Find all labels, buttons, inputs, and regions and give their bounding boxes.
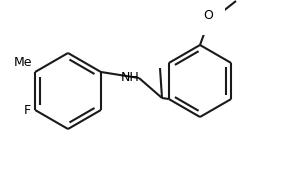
Text: NH: NH	[121, 71, 139, 84]
Text: Me: Me	[13, 56, 32, 69]
Text: O: O	[203, 9, 213, 22]
Text: F: F	[24, 103, 31, 116]
